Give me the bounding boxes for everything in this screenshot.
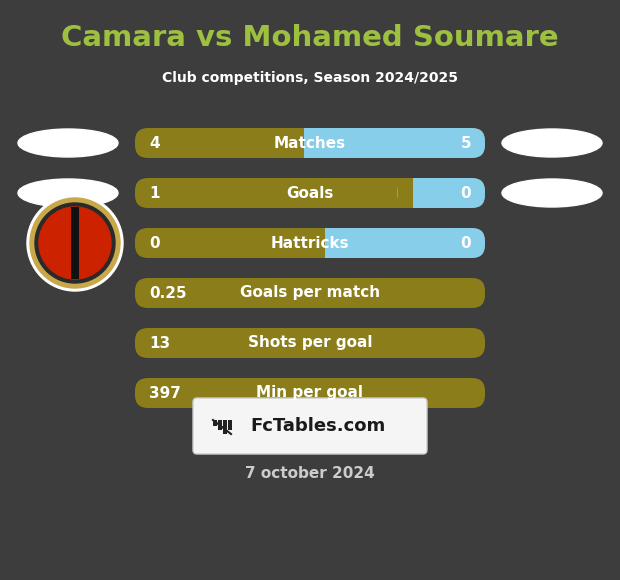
FancyBboxPatch shape [135,328,485,358]
Text: 0: 0 [461,186,471,201]
Ellipse shape [502,179,602,207]
FancyBboxPatch shape [213,420,217,426]
FancyBboxPatch shape [310,228,485,258]
FancyBboxPatch shape [135,378,485,408]
Text: 1: 1 [149,186,159,201]
Text: Goals: Goals [286,186,334,201]
FancyBboxPatch shape [135,178,485,208]
FancyBboxPatch shape [218,420,222,430]
Text: 7 october 2024: 7 october 2024 [245,466,375,481]
Text: Shots per goal: Shots per goal [248,335,372,350]
Text: 0.25: 0.25 [149,285,187,300]
Ellipse shape [18,179,118,207]
FancyBboxPatch shape [193,398,427,454]
Text: Goals per match: Goals per match [240,285,380,300]
FancyBboxPatch shape [397,178,485,208]
Circle shape [30,198,120,288]
FancyBboxPatch shape [289,128,485,158]
Text: 4: 4 [149,136,159,150]
Text: Club competitions, Season 2024/2025: Club competitions, Season 2024/2025 [162,71,458,85]
FancyBboxPatch shape [71,207,79,279]
Text: FcTables.com: FcTables.com [250,417,386,435]
FancyBboxPatch shape [397,178,412,208]
Text: Matches: Matches [274,136,346,150]
Circle shape [39,207,111,279]
Text: 13: 13 [149,335,170,350]
Text: 5: 5 [461,136,471,150]
FancyBboxPatch shape [289,128,304,158]
Circle shape [27,195,123,291]
Ellipse shape [502,129,602,157]
Text: Hattricks: Hattricks [271,235,349,251]
FancyBboxPatch shape [310,228,325,258]
Text: 397: 397 [149,386,181,401]
Text: 0: 0 [461,235,471,251]
FancyBboxPatch shape [228,420,232,430]
Text: 0: 0 [149,235,159,251]
Ellipse shape [18,129,118,157]
Circle shape [35,203,115,283]
Text: Camara vs Mohamed Soumare: Camara vs Mohamed Soumare [61,24,559,52]
FancyBboxPatch shape [135,228,485,258]
Text: Min per goal: Min per goal [257,386,363,401]
FancyBboxPatch shape [135,128,485,158]
FancyBboxPatch shape [135,278,485,308]
FancyBboxPatch shape [223,420,227,434]
